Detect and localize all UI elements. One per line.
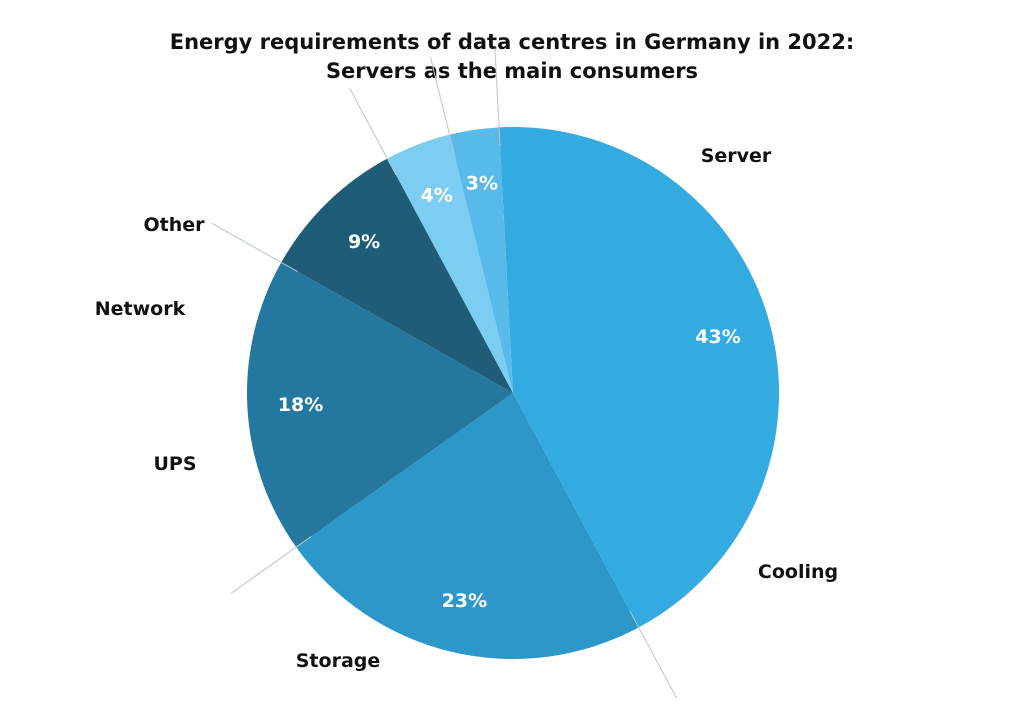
pie-slice-ups xyxy=(281,158,513,393)
pie-slice-network xyxy=(387,134,513,393)
leader-line xyxy=(230,535,312,594)
leader-line xyxy=(211,222,298,273)
percentage-label-server: 43% xyxy=(695,326,740,348)
pie-slice-cooling xyxy=(296,393,639,660)
percentage-label-network: 4% xyxy=(421,184,453,206)
category-label-ups: UPS xyxy=(153,453,196,475)
category-label-server: Server xyxy=(701,145,772,167)
pie-slice-other xyxy=(449,127,513,394)
percentage-label-other: 3% xyxy=(466,173,498,195)
category-label-storage: Storage xyxy=(296,650,381,672)
category-label-cooling: Cooling xyxy=(758,561,838,583)
leader-line xyxy=(629,610,677,699)
percentage-label-ups: 9% xyxy=(348,231,380,253)
leader-lines xyxy=(211,47,677,699)
category-label-other: Other xyxy=(143,214,205,236)
category-labels: Server Cooling Storage UPS Network Other xyxy=(95,145,838,672)
percentage-label-cooling: 23% xyxy=(442,590,487,612)
chart-title: Energy requirements of data centres in G… xyxy=(0,28,1024,86)
percentage-labels: 43% 23% 18% 9% 4% 3% xyxy=(278,173,741,613)
category-label-network: Network xyxy=(95,298,186,320)
chart-title-line-2: Servers as the main consumers xyxy=(325,59,699,83)
pie-slice-storage xyxy=(247,262,514,548)
percentage-label-storage: 18% xyxy=(278,394,323,416)
pie-slice-server xyxy=(499,126,780,628)
pie-slices xyxy=(247,126,780,660)
chart-title-line-1: Energy requirements of data centres in G… xyxy=(169,30,855,54)
leader-line xyxy=(349,87,397,176)
leader-line xyxy=(430,57,455,153)
leader-line xyxy=(494,47,501,147)
